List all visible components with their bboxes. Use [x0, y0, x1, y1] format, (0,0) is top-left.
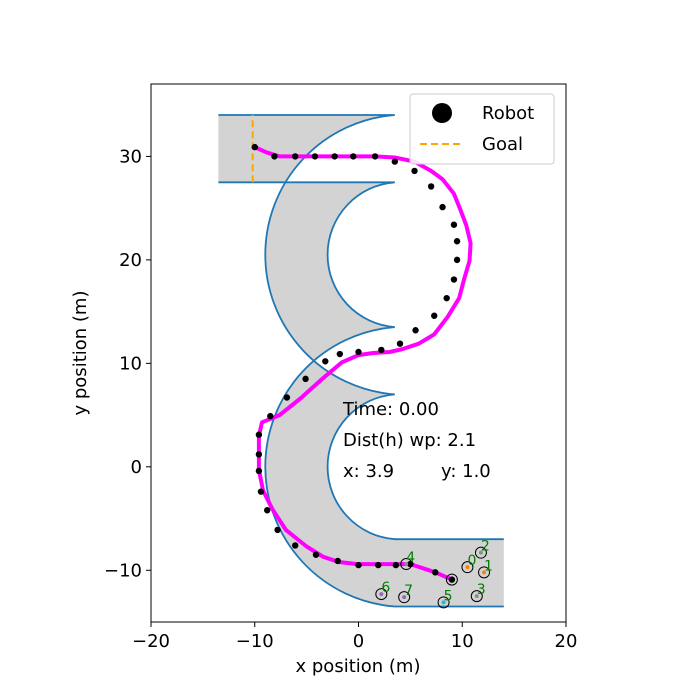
robot-0-label: 0	[467, 553, 476, 569]
robot-5-ring	[437, 596, 450, 609]
waypoint-13	[453, 256, 461, 264]
legend: Robot Goal	[409, 93, 555, 165]
waypoint-2	[292, 153, 299, 160]
y-axis-label: y position (m)	[70, 291, 91, 416]
robot-path	[253, 145, 473, 582]
y-ticks: −10 0 10 20 30	[104, 146, 151, 581]
robot-3-dot	[474, 594, 479, 599]
robot-4-dot	[404, 562, 409, 567]
waypoint-10	[439, 203, 446, 211]
waypoint-4	[331, 153, 338, 160]
robot-4-label: 4	[406, 550, 415, 566]
y-tick-label-2: 10	[119, 353, 142, 374]
waypoint-34	[334, 557, 341, 565]
x-axis-label: x position (m)	[296, 656, 421, 677]
waypoints	[251, 143, 461, 583]
waypoint-5	[350, 153, 357, 160]
legend-goal-label: Goal	[482, 134, 523, 155]
waypoint-6	[371, 153, 379, 160]
waypoint-40	[448, 576, 456, 583]
x-ticks: −20 −10 0 10 20	[132, 622, 577, 652]
robot-3-label: 3	[477, 582, 486, 598]
robot-6-label: 6	[381, 580, 390, 596]
waypoint-9	[427, 183, 435, 190]
waypoint-11	[450, 221, 458, 228]
x-readout: x: 3.9	[343, 461, 394, 482]
waypoint-35	[355, 561, 362, 569]
x-tick-label-4: 20	[555, 631, 578, 652]
y-tick-label-3: 20	[119, 250, 142, 271]
waypoint-8	[411, 167, 418, 175]
waypoint-24	[283, 394, 291, 401]
waypoint-22	[322, 358, 329, 365]
y-tick-label-0: −10	[104, 560, 142, 581]
robot-6-dot	[379, 592, 384, 597]
y-tick-label-1: 0	[131, 457, 142, 478]
x-tick-label-0: −20	[132, 631, 170, 652]
robot-6-ring	[375, 588, 388, 601]
robot-2-dot	[478, 550, 483, 555]
x-tick-label-3: 10	[451, 631, 474, 652]
waypoint-31	[274, 526, 281, 534]
robot-7-ring	[398, 591, 411, 604]
robot-7-dot	[402, 595, 407, 600]
robot-5-dot	[441, 600, 446, 605]
legend-robot-marker	[432, 103, 452, 123]
robot-7-label: 7	[404, 583, 413, 599]
waypoint-28	[255, 467, 263, 475]
distance-readout: Dist(h) wp: 2.1	[343, 430, 476, 451]
waypoint-0	[251, 143, 258, 151]
ego-robot	[445, 573, 458, 586]
waypoint-39	[432, 569, 439, 576]
waypoint-12	[453, 238, 461, 245]
robot-2-label: 2	[481, 539, 490, 555]
waypoint-15	[443, 294, 450, 302]
y-readout: y: 1.0	[441, 461, 491, 482]
waypoint-1	[271, 153, 278, 160]
waypoint-3	[311, 153, 319, 160]
waypoint-20	[355, 348, 362, 356]
waypoint-19	[378, 346, 385, 354]
track-boundary	[218, 114, 504, 608]
legend-robot-label: Robot	[482, 103, 534, 124]
robot-0-ring	[461, 561, 474, 574]
x-tick-label-2: 0	[353, 631, 364, 652]
waypoint-37	[392, 561, 400, 569]
waypoint-32	[292, 542, 299, 549]
robot-3-ring	[470, 590, 483, 603]
robot-0-dot	[465, 565, 470, 570]
waypoint-33	[312, 551, 320, 558]
time-readout: Time: 0.00	[342, 399, 439, 420]
robot-4-ring	[400, 558, 413, 571]
waypoint-36	[375, 561, 382, 569]
waypoint-23	[302, 375, 309, 383]
robot-5-label: 5	[444, 588, 453, 604]
waypoint-30	[264, 507, 271, 514]
waypoint-16	[431, 312, 438, 319]
waypoint-7	[391, 158, 399, 165]
waypoint-27	[255, 451, 263, 458]
robot-1-label: 1	[484, 558, 493, 574]
x-tick-label-1: −10	[236, 631, 274, 652]
robot-2-ring	[474, 546, 487, 559]
track-surface	[218, 115, 504, 607]
waypoint-26	[255, 431, 263, 438]
y-tick-label-4: 30	[119, 146, 142, 167]
waypoint-21	[336, 350, 344, 358]
waypoint-25	[267, 412, 274, 420]
robots: 0 1 2 3 4 5 6 7	[375, 539, 493, 609]
waypoint-14	[450, 276, 458, 283]
robot-1-dot	[482, 570, 487, 575]
waypoint-29	[257, 488, 265, 495]
robot-1-ring	[478, 566, 491, 579]
waypoint-18	[396, 340, 404, 347]
waypoint-17	[412, 327, 419, 334]
